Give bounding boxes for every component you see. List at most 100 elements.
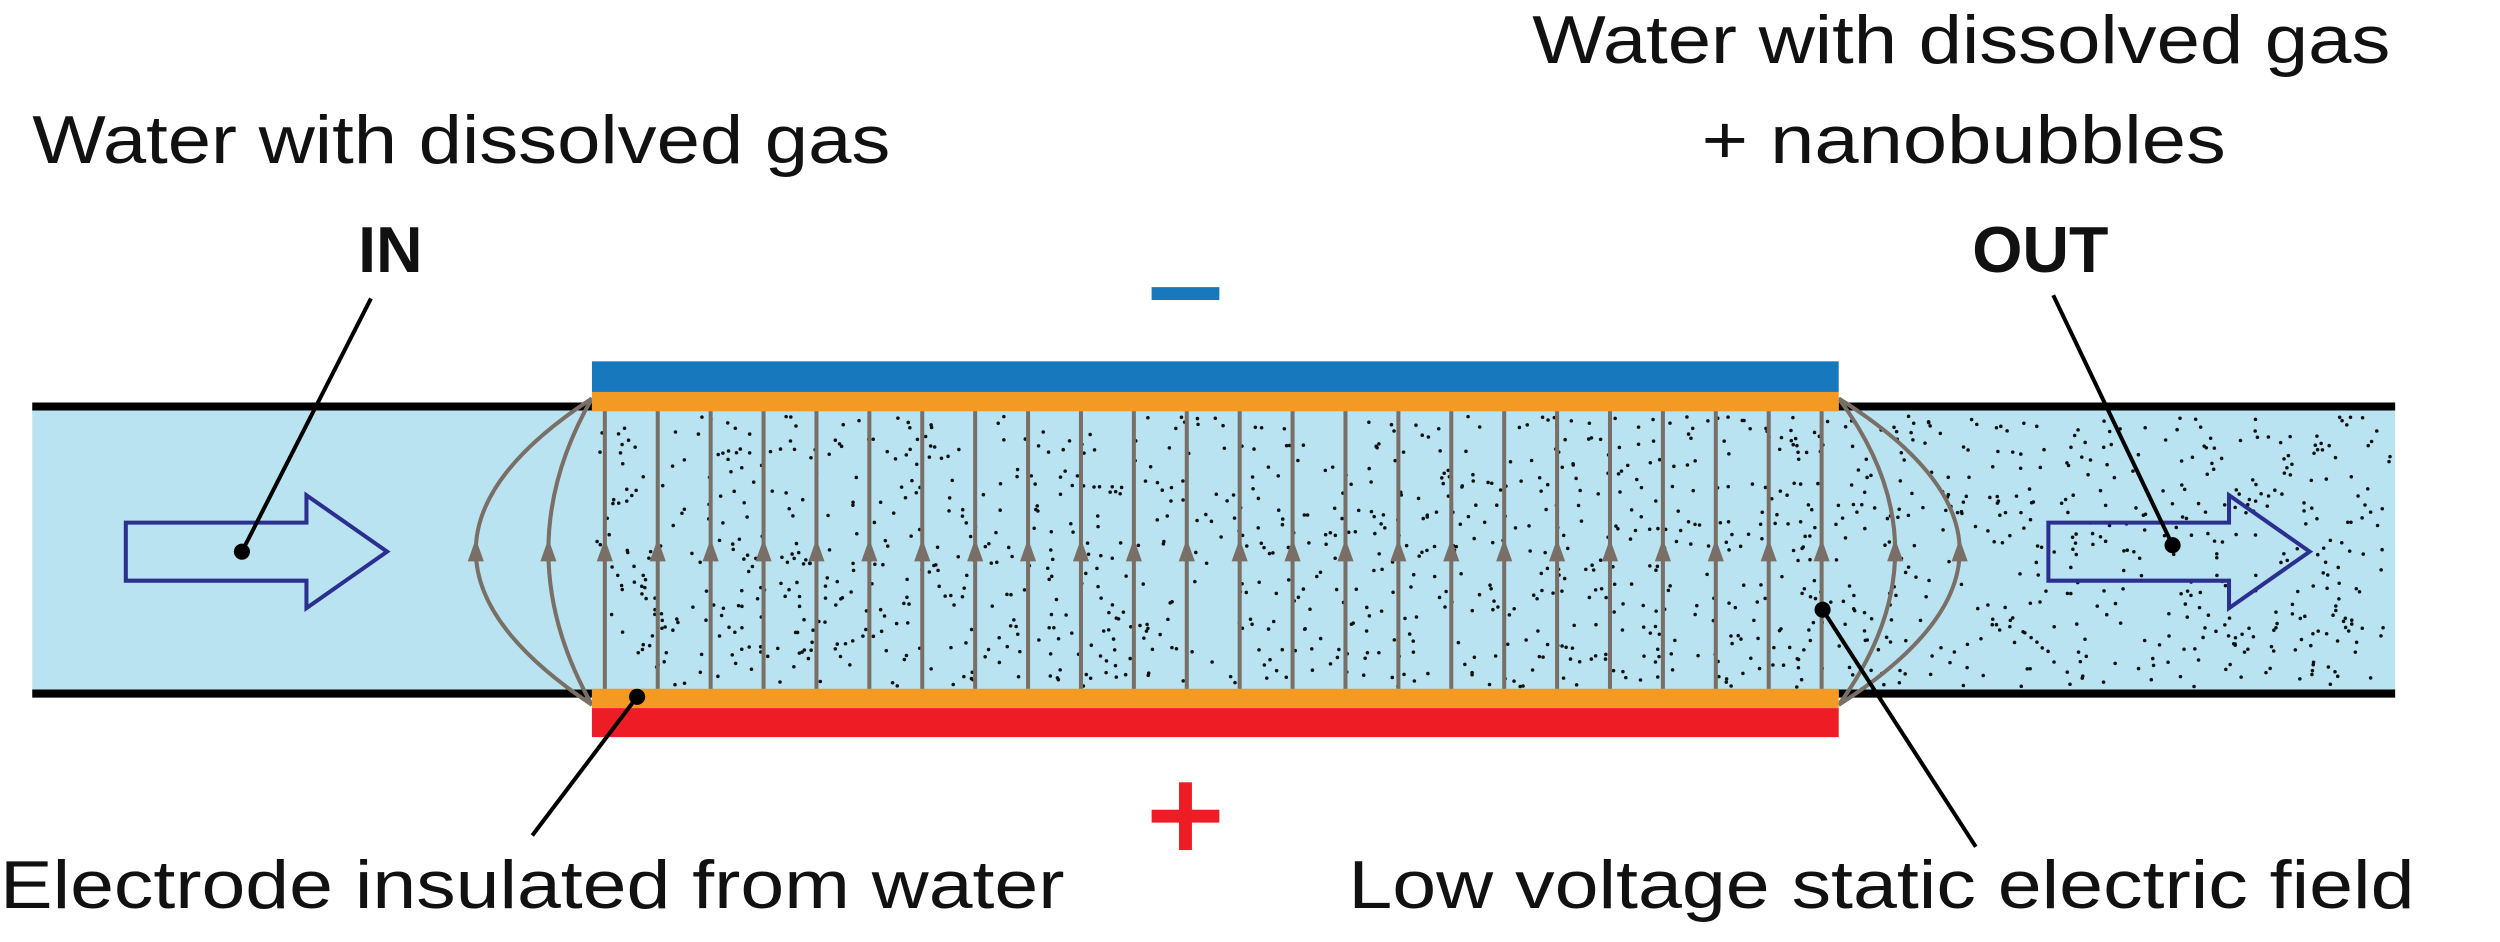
gas-dot — [1069, 521, 1073, 526]
gas-dot — [1593, 654, 1598, 658]
gas-dot — [2334, 604, 2338, 608]
gas-dot — [1257, 580, 1261, 585]
gas-dot — [647, 643, 652, 648]
gas-dot — [2223, 583, 2228, 588]
gas-dot — [1196, 422, 1200, 427]
gas-dot — [1736, 633, 1740, 638]
gas-dot — [1791, 548, 1796, 553]
gas-dot — [840, 596, 845, 600]
gas-dot — [740, 647, 744, 651]
gas-dot — [823, 596, 828, 600]
gas-dot — [904, 453, 909, 457]
gas-dot — [2341, 619, 2346, 624]
gas-dot — [1837, 644, 1841, 648]
gas-dot — [915, 462, 919, 466]
gas-dot — [1973, 524, 1978, 529]
gas-dot — [618, 451, 623, 455]
gas-dot — [1282, 426, 1287, 431]
gas-dot — [2253, 499, 2258, 503]
gas-dot — [2198, 590, 2203, 595]
gas-dot — [2282, 471, 2287, 475]
gas-dot — [2275, 621, 2279, 626]
gas-dot — [775, 646, 780, 651]
gas-dot — [1599, 586, 1604, 591]
gas-dot — [1365, 651, 1370, 655]
gas-dot — [1470, 608, 1475, 613]
gas-dot — [2379, 568, 2383, 572]
gas-dot — [1657, 457, 1662, 462]
gas-dot — [1563, 437, 1567, 442]
gas-dot — [1564, 645, 1568, 650]
gas-dot — [1740, 418, 1745, 423]
gas-dot — [1420, 433, 1425, 437]
gas-dot — [1323, 468, 1328, 473]
gas-dot — [2295, 546, 2300, 551]
gas-dot — [1670, 668, 1675, 672]
gas-dot — [2309, 643, 2313, 648]
gas-dot — [2066, 463, 2071, 468]
gas-dot — [2224, 667, 2228, 672]
gas-dot — [717, 634, 722, 638]
gas-dot — [1508, 460, 1513, 464]
gas-dot — [904, 653, 909, 658]
gas-dot — [2074, 552, 2079, 557]
gas-dot — [1421, 516, 1426, 521]
gas-dot — [1265, 676, 1269, 680]
gas-dot — [962, 674, 966, 679]
gas-dot — [1075, 474, 1080, 478]
gas-dot — [1323, 532, 1328, 537]
gas-dot — [1150, 647, 1155, 652]
gas-dot — [1847, 665, 1852, 670]
gas-dot — [989, 561, 994, 565]
gas-dot — [835, 579, 840, 584]
gas-dot — [768, 449, 773, 454]
gas-dot — [2315, 516, 2319, 521]
gas-dot — [1259, 541, 1264, 546]
field-arrow — [1443, 538, 1460, 562]
gas-dot — [2290, 462, 2294, 466]
gas-dot — [2121, 587, 2125, 591]
gas-dot — [1796, 558, 1800, 563]
gas-dot — [2343, 616, 2348, 621]
gas-dot — [640, 592, 644, 596]
gas-dot — [2098, 488, 2103, 493]
gas-dot — [1536, 629, 1540, 633]
gas-dot — [1670, 484, 1675, 489]
gas-dot — [1653, 624, 1658, 629]
gas-dot — [746, 569, 751, 574]
gas-dot — [2271, 649, 2276, 653]
gas-dot — [737, 537, 742, 541]
gas-dot — [2323, 560, 2328, 565]
gas-dot — [2076, 650, 2081, 654]
gas-dot — [1990, 465, 1995, 469]
gas-dot — [1889, 618, 1894, 622]
gas-dot — [1653, 660, 1658, 664]
gas-dot — [2118, 621, 2123, 625]
field-arrow — [1072, 538, 1090, 562]
gas-dot — [1955, 510, 1960, 515]
gas-dot — [1528, 549, 1532, 553]
gas-dot — [1850, 673, 1855, 677]
gas-dot — [1106, 628, 1111, 632]
gas-dot — [838, 654, 843, 659]
gas-dot — [1693, 459, 1697, 463]
gas-dot — [1166, 617, 1170, 622]
gas-dot — [2219, 456, 2224, 461]
gas-dot — [611, 501, 615, 506]
gas-dot — [1440, 476, 1444, 480]
gas-dot — [2368, 676, 2373, 680]
gas-dot — [2018, 572, 2022, 576]
gas-dot — [1758, 522, 1763, 526]
gas-dot — [1975, 422, 1979, 427]
gas-dot — [872, 520, 877, 525]
gas-dot — [908, 447, 912, 452]
gas-dot — [1864, 457, 1869, 462]
gas-dot — [2134, 506, 2138, 510]
gas-dot — [1361, 673, 1366, 677]
gas-dot — [1181, 479, 1185, 483]
gas-dot — [1244, 590, 1249, 595]
gas-dot — [1938, 431, 1943, 436]
gas-dot — [1118, 541, 1123, 545]
gas-dot — [2076, 428, 2080, 432]
gas-dot — [1614, 524, 1618, 528]
